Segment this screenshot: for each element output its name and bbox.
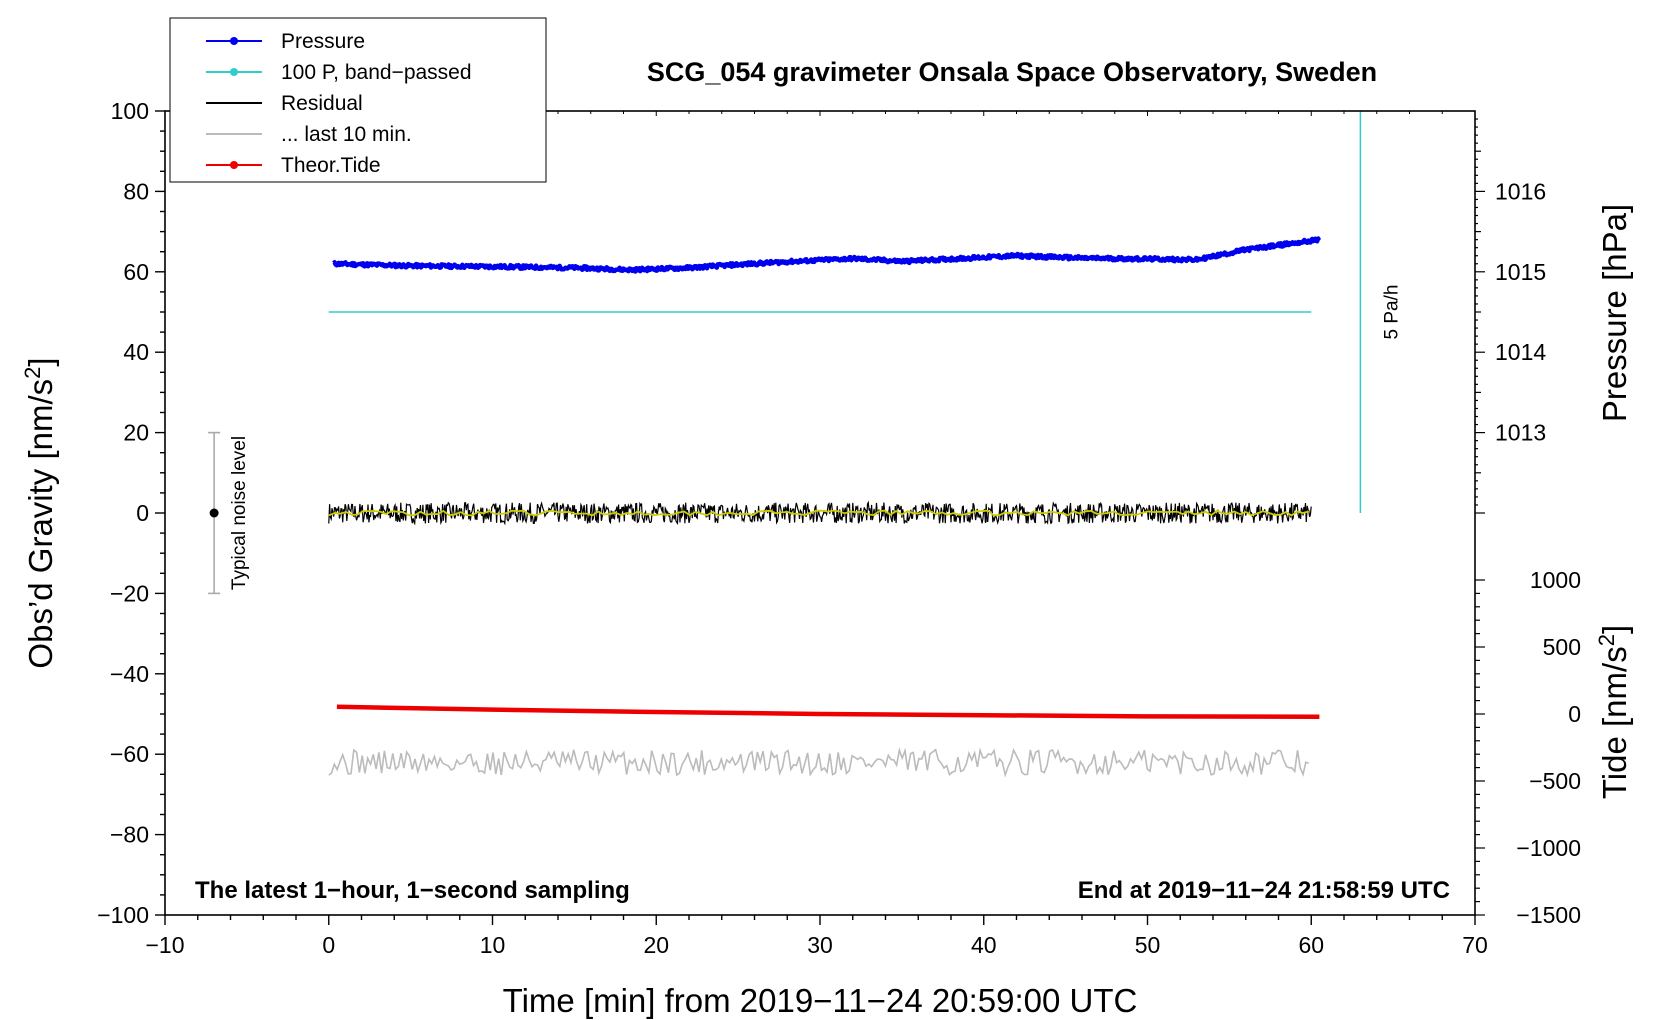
- legend-marker: [230, 68, 238, 76]
- theor-tide-series: [336, 704, 1320, 720]
- y-tick-label: 0: [136, 500, 149, 526]
- chart-title: SCG_054 gravimeter Onsala Space Observat…: [647, 57, 1377, 87]
- x-tick-label: 40: [971, 932, 997, 958]
- legend-label: Residual: [281, 92, 363, 115]
- legend-marker: [230, 161, 238, 169]
- y-axis-title-sup: 2: [20, 367, 45, 379]
- legend: Pressure 100 P, band−passed Residual ... la…: [169, 17, 547, 183]
- y-tick-label: −40: [110, 661, 149, 687]
- tide-tick-label: 0: [1568, 701, 1581, 727]
- pressure-tick-label: 1016: [1495, 178, 1546, 204]
- legend-label: Theor.Tide: [281, 154, 381, 177]
- pressure-axis-title: Pressure [hPa]: [1596, 204, 1633, 422]
- y-axis-title: Obs’d Gravity [nm/s2]: [20, 357, 59, 668]
- y-tick-label: −80: [110, 822, 149, 848]
- pressure-series: [332, 236, 1322, 274]
- tide-tick-label: −1500: [1516, 902, 1581, 928]
- y-tick-label: 80: [123, 178, 149, 204]
- residual-smoothed-series: [328, 509, 1310, 517]
- y-axis-title-end: ]: [22, 357, 59, 366]
- annotation-layer: 5 Pa/h Typical noise level: [208, 111, 1402, 595]
- five-pa-h-label: 5 Pa/h: [1381, 285, 1402, 340]
- x-tick-label: 70: [1462, 932, 1488, 958]
- tide-tick-label: −500: [1529, 768, 1581, 794]
- x-tick-label: 10: [480, 932, 506, 958]
- pressure-tick-label: 1013: [1495, 420, 1546, 446]
- x-tick-label: −10: [145, 932, 184, 958]
- legend-label: 100 P, band−passed: [281, 61, 472, 84]
- y-tick-label: 20: [123, 420, 149, 446]
- x-tick-label: 20: [643, 932, 669, 958]
- plot-frame: [164, 110, 1476, 916]
- x-axis-title: Time [min] from 2019−11−24 20:59:00 UTC: [503, 982, 1138, 1019]
- pressure-tick-label: 1014: [1495, 339, 1546, 365]
- tide-axis-title-main: Tide [nm/s: [1596, 646, 1633, 799]
- noise-bar-dot: [209, 508, 219, 518]
- note-latest-hour: The latest 1−hour, 1−second sampling: [195, 877, 630, 904]
- x-tick-label: 50: [1135, 932, 1161, 958]
- pressure-tick-label: 1015: [1495, 259, 1546, 285]
- legend-label: ... last 10 min.: [281, 123, 412, 146]
- y-tick-label: 100: [111, 98, 149, 124]
- y-tick-label: −60: [110, 741, 149, 767]
- y-tick-label: 60: [123, 259, 149, 285]
- tide-tick-label: 1000: [1530, 567, 1581, 593]
- last-10-min-series: [328, 747, 1309, 778]
- tide-tick-label: 500: [1543, 634, 1581, 660]
- axes-layer: −10 0 10 20 30 40 50 60 70−100−80−60−40−20020406…: [97, 98, 1581, 958]
- noise-bar-label: Typical noise level: [229, 436, 250, 590]
- y-tick-label: −100: [97, 902, 149, 928]
- y-tick-label: −20: [110, 580, 149, 606]
- legend-box: [169, 17, 547, 183]
- series-layer: [328, 236, 1322, 778]
- tide-axis-title-end: ]: [1596, 625, 1633, 634]
- tide-axis-title-sup: 2: [1594, 634, 1619, 646]
- tide-axis-title: Tide [nm/s2]: [1594, 625, 1633, 799]
- y-tick-label: 40: [123, 339, 149, 365]
- legend-label: Pressure: [281, 30, 365, 53]
- legend-marker: [230, 37, 238, 45]
- x-tick-label: 0: [322, 932, 335, 958]
- tide-tick-label: −1000: [1516, 835, 1581, 861]
- y-axis-title-main: Obs’d Gravity [nm/s: [22, 379, 59, 669]
- x-tick-label: 30: [807, 932, 833, 958]
- x-tick-label: 60: [1298, 932, 1324, 958]
- note-end-time: End at 2019−11−24 21:58:59 UTC: [1078, 877, 1450, 904]
